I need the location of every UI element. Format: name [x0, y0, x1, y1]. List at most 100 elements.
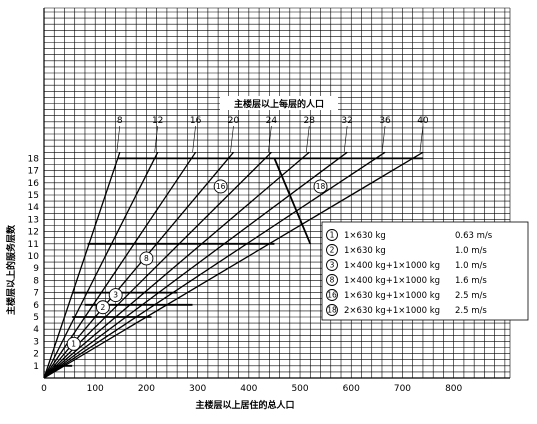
y-tick-label: 17	[28, 167, 39, 177]
series-label-leader	[116, 125, 121, 153]
series-label-leader	[154, 125, 158, 153]
x-tick-label: 600	[343, 384, 360, 394]
legend-equipment: 2×630 kg+1×1000 kg	[344, 306, 440, 316]
series-label: 8	[117, 116, 123, 126]
legend-speed: 2.5 m/s	[455, 306, 487, 316]
series-ray	[43, 151, 310, 379]
legend-row: 1 1×630 kg 0.63 m/s	[326, 229, 493, 241]
series-ray	[43, 151, 197, 379]
zone-marker-text: 18	[316, 182, 326, 191]
legend-marker-text: 2	[330, 246, 335, 255]
y-tick-label: 16	[28, 179, 40, 189]
y-axis-title: 主楼层以上的服务层数	[5, 224, 17, 315]
series-ray	[43, 151, 424, 379]
boundary-line	[273, 158, 312, 245]
zone-marker-circle	[108, 288, 123, 302]
x-tick-label: 300	[189, 384, 206, 394]
axes	[43, 7, 511, 379]
series-ray	[43, 151, 386, 379]
legend: 1 1×630 kg 0.63 m/s 2 1×630 kg 1.0 m/s 3 1×400 …	[321, 221, 529, 321]
y-tick-label: 8	[33, 276, 39, 286]
x-tick-label: 100	[87, 384, 104, 394]
legend-marker-text: 3	[330, 261, 335, 270]
legend-marker-circle	[326, 229, 338, 241]
y-tick-label: 14	[28, 203, 40, 213]
zone-marker-text: 3	[113, 291, 118, 300]
legend-equipment: 1×400 kg+1×1000 kg	[344, 261, 440, 271]
legend-marker-circle	[326, 259, 338, 271]
y-tick-label: 6	[33, 301, 39, 311]
legend-equipment: 1×630 kg	[344, 246, 386, 256]
y-tick-label: 3	[33, 337, 39, 347]
y-tick-label: 12	[28, 228, 39, 238]
zone-marker: 8	[139, 251, 154, 266]
series-label: 20	[228, 116, 240, 126]
legend-row: 3 1×400 kg+1×1000 kg 1.0 m/s	[326, 259, 487, 271]
zone-marker: 16	[213, 179, 228, 194]
zone-marker-circle	[213, 179, 228, 194]
zone-marker: 3	[108, 288, 123, 302]
y-tick-label: 2	[33, 350, 39, 360]
series-label: 36	[379, 116, 391, 126]
legend-marker-text: 1	[330, 231, 335, 240]
series-label-leader	[381, 125, 386, 153]
zone-marker: 2	[95, 300, 110, 315]
zone-marker-circle	[313, 179, 328, 194]
y-tick-label: 11	[28, 240, 39, 250]
series-label: 12	[152, 116, 163, 126]
x-tick-label: 500	[291, 384, 308, 394]
legend-speed: 0.63 m/s	[455, 231, 493, 241]
y-tick-label: 18	[28, 154, 40, 164]
series-label: 32	[341, 116, 352, 126]
x-tick-label: 700	[394, 384, 411, 394]
series-ray	[43, 151, 272, 379]
legend-marker-circle	[326, 244, 338, 256]
legend-marker-circle	[326, 274, 338, 286]
x-tick-label: 200	[138, 384, 155, 394]
series-label: 24	[266, 116, 278, 126]
series-label-leader	[419, 125, 424, 153]
y-tick-label: 9	[33, 264, 39, 274]
top-label: 主楼层以上每层的人口	[234, 98, 324, 110]
legend-row: 2 1×630 kg 1.0 m/s	[326, 244, 487, 256]
top-label-group: 主楼层以上每层的人口	[220, 96, 338, 110]
y-tick-label: 7	[33, 289, 39, 299]
y-tick-label: 1	[33, 362, 39, 372]
series-label: 40	[417, 116, 429, 126]
series-label: 28	[304, 116, 316, 126]
x-axis-title: 主楼层以上居住的总人口	[195, 399, 294, 411]
legend-marker-text: 8	[330, 276, 335, 285]
zone-marker-text: 8	[144, 254, 149, 263]
zone-marker-text: 16	[216, 182, 226, 191]
series-label-leader	[230, 125, 234, 153]
legend-equipment: 1×630 kg	[344, 231, 386, 241]
zone-marker-circle	[95, 300, 110, 315]
legend-speed: 2.5 m/s	[455, 291, 487, 301]
legend-speed: 1.0 m/s	[455, 246, 487, 256]
y-tick-label: 5	[33, 313, 39, 323]
legend-marker-circle	[326, 289, 338, 301]
legend-row: 18 2×630 kg+1×1000 kg 2.5 m/s	[326, 304, 487, 316]
zone-marker-text: 1	[71, 340, 76, 349]
series-ray	[43, 152, 121, 379]
y-tick-label: 15	[28, 191, 39, 201]
y-tick-label: 13	[28, 215, 39, 225]
grid	[44, 8, 510, 378]
series-label-leader	[268, 125, 272, 153]
legend-speed: 1.0 m/s	[455, 261, 487, 271]
x-tick-label: 400	[240, 384, 257, 394]
x-tick-label: 800	[445, 384, 462, 394]
zone-marker-circle	[139, 251, 154, 266]
series-label-leader	[305, 125, 310, 153]
series-label-leader	[343, 125, 348, 153]
zone-marker: 18	[313, 179, 328, 194]
legend-speed: 1.6 m/s	[455, 276, 487, 286]
tick-labels: 0 100 200 300 400 500 600 700 800123456789101112…	[28, 116, 463, 394]
legend-equipment: 1×630 kg+1×1000 kg	[344, 291, 440, 301]
x-tick-label: 0	[41, 384, 47, 394]
zone-markers: 1 23 8 16 18	[66, 179, 328, 351]
legend-row: 16 1×630 kg+1×1000 kg 2.5 m/s	[326, 289, 487, 301]
zone-marker-text: 2	[100, 303, 105, 312]
